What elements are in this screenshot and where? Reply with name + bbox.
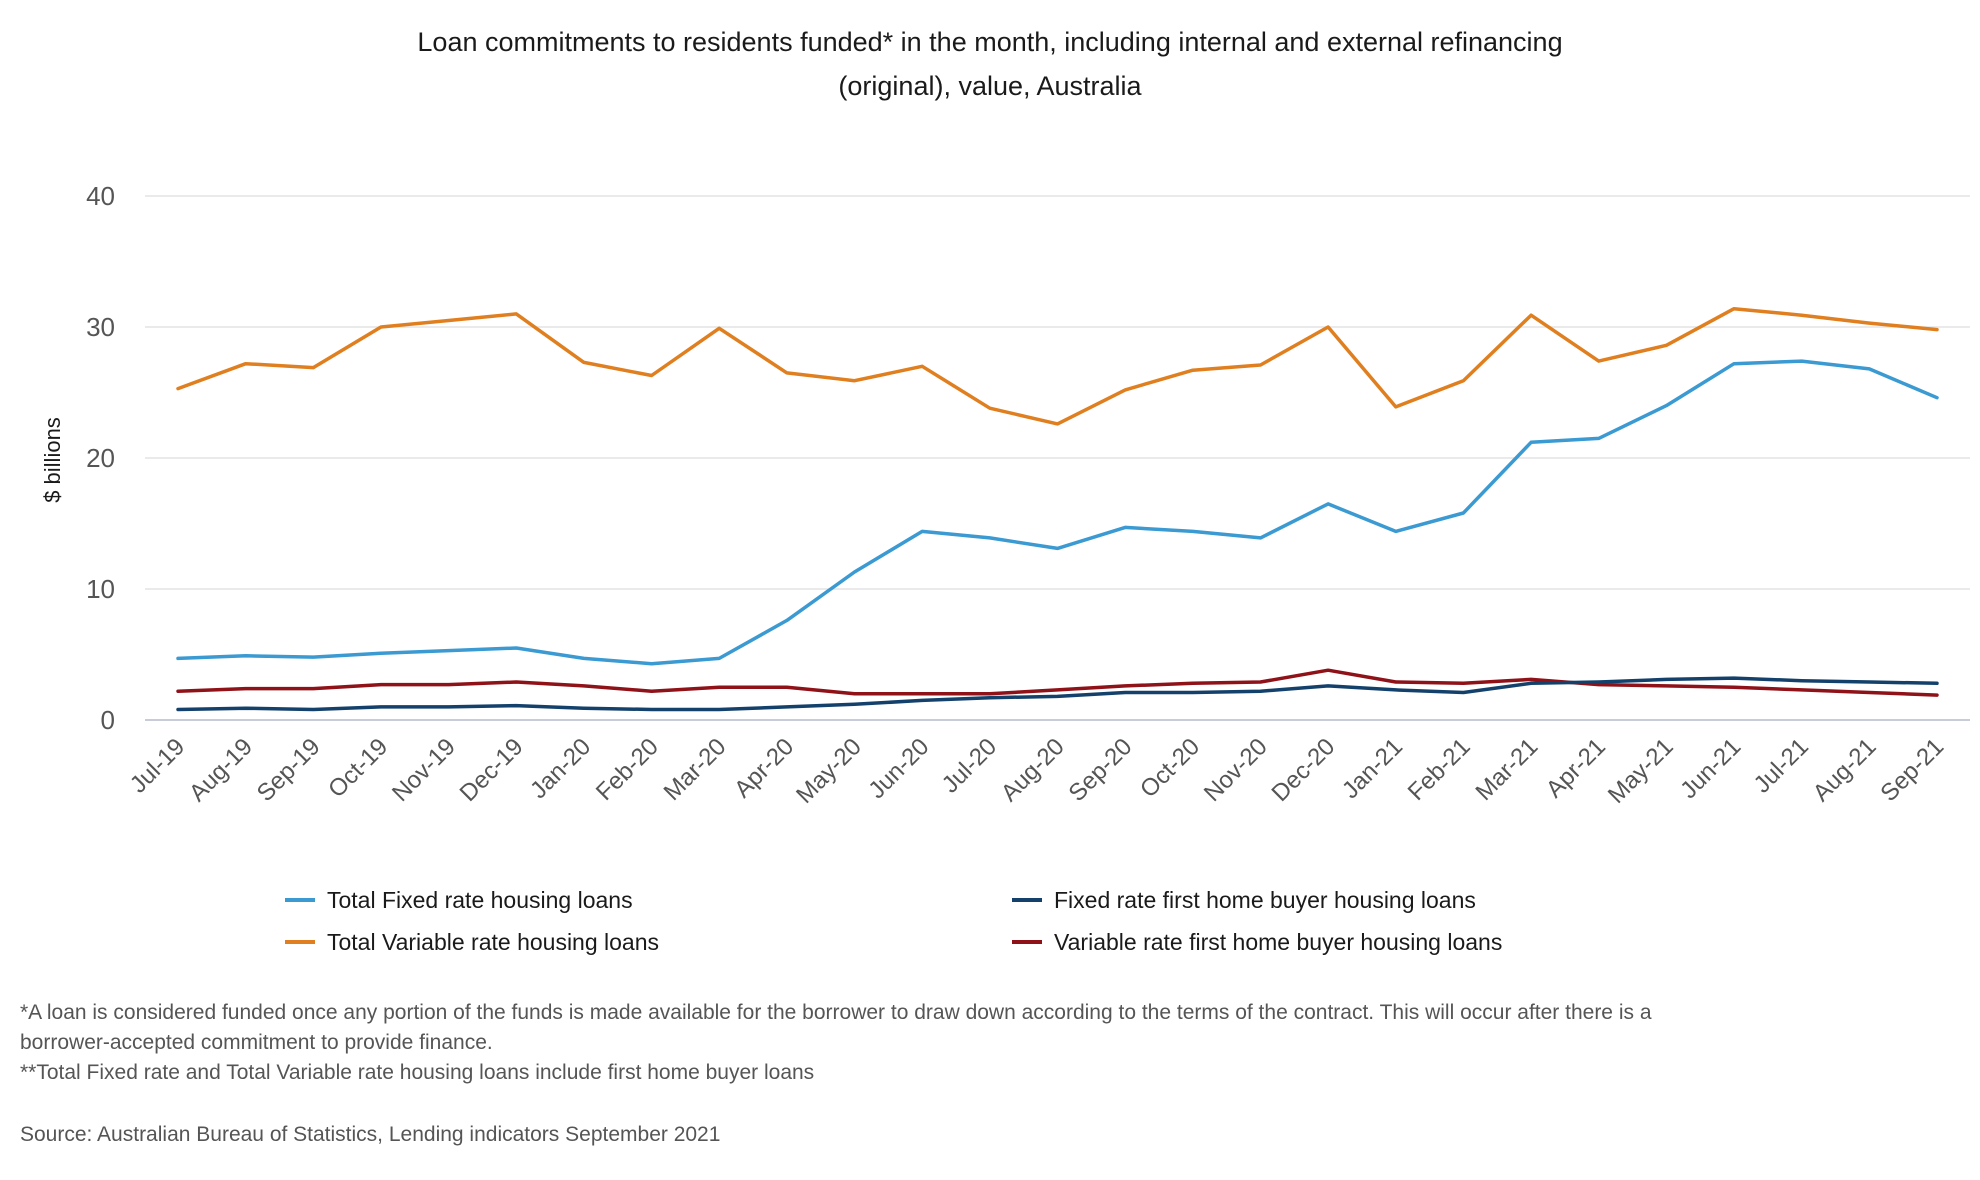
x-tick-label: Nov-20 (1199, 733, 1273, 807)
footnote-line-1: *A loan is considered funded once any po… (20, 1001, 1652, 1024)
x-tick-label: Jan-20 (525, 733, 596, 804)
source-note: Source: Australian Bureau of Statistics,… (20, 1123, 721, 1146)
legend-swatch-variable-fhb (1012, 940, 1042, 944)
legend-item-fixed-fhb[interactable]: Fixed rate first home buyer housing loan… (1012, 885, 1476, 915)
x-tick-label: Nov-19 (387, 733, 461, 807)
y-tick-label: 30 (86, 312, 115, 342)
y-tick-label: 0 (101, 705, 115, 735)
y-axis-label: $ billions (40, 417, 65, 503)
chart-title-line-2: (original), value, Australia (838, 71, 1142, 101)
x-tick-label: Oct-19 (323, 733, 393, 803)
legend-label-variable-fhb: Variable rate first home buyer housing l… (1054, 928, 1503, 955)
x-tick-label: Jun-21 (1675, 733, 1746, 804)
x-tick-label: Sep-19 (252, 733, 326, 807)
footnote-line-2: borrower-accepted commitment to provide … (20, 1031, 493, 1054)
legend-swatch-total-fixed (285, 898, 315, 902)
y-tick-label: 40 (86, 181, 115, 211)
legend-swatch-fixed-fhb (1012, 898, 1042, 902)
x-tick-label: Oct-20 (1135, 733, 1205, 803)
x-tick-label: Apr-21 (1541, 733, 1611, 803)
legend-item-variable-fhb[interactable]: Variable rate first home buyer housing l… (1012, 927, 1502, 957)
y-tick-label: 20 (86, 443, 115, 473)
legend-label-total-variable: Total Variable rate housing loans (327, 928, 660, 955)
x-tick-label: Aug-20 (996, 733, 1070, 807)
legend-label-fixed-fhb: Fixed rate first home buyer housing loan… (1054, 886, 1476, 913)
legend-item-total-variable[interactable]: Total Variable rate housing loans (285, 927, 659, 957)
x-axis-ticks: Jul-19Aug-19Sep-19Oct-19Nov-19Dec-19Jan-… (125, 733, 1949, 809)
x-tick-label: Dec-20 (1267, 733, 1341, 807)
footnote-line-3: **Total Fixed rate and Total Variable ra… (20, 1061, 815, 1084)
grid-lines (145, 195, 1970, 721)
x-tick-label: Sep-20 (1064, 733, 1138, 807)
x-tick-label: Jun-20 (863, 733, 934, 804)
x-tick-label: Jan-21 (1337, 733, 1408, 804)
chart-title-line-1: Loan commitments to residents funded* in… (417, 27, 1563, 57)
x-tick-label: Mar-21 (1470, 733, 1543, 806)
x-tick-label: Sep-21 (1875, 733, 1949, 807)
x-tick-label: May-21 (1603, 733, 1679, 809)
series-line-2[interactable] (176, 676, 1939, 712)
x-tick-label: Jul-19 (125, 733, 190, 798)
x-tick-label: Mar-20 (659, 733, 732, 806)
x-tick-label: Jul-21 (1749, 733, 1814, 798)
chart-title: Loan commitments to residents funded* in… (290, 20, 1690, 108)
x-tick-label: Aug-19 (184, 733, 258, 807)
series-lines (176, 306, 1939, 712)
x-tick-label: Feb-20 (591, 733, 664, 806)
y-tick-label: 10 (86, 574, 115, 604)
series-line-3[interactable] (176, 668, 1939, 697)
series-line-0[interactable] (176, 359, 1939, 666)
x-tick-label: Aug-21 (1808, 733, 1882, 807)
footnotes: *A loan is considered funded once any po… (20, 998, 1950, 1088)
legend-label-total-fixed: Total Fixed rate housing loans (327, 886, 633, 913)
x-tick-label: Dec-19 (455, 733, 529, 807)
x-tick-label: Apr-20 (729, 733, 799, 803)
legend-swatch-total-variable (285, 940, 315, 944)
x-tick-label: Jul-20 (937, 733, 1002, 798)
x-tick-label: May-20 (791, 733, 867, 809)
legend-item-total-fixed[interactable]: Total Fixed rate housing loans (285, 885, 633, 915)
y-axis-ticks: 0 10 20 30 40 (86, 181, 115, 735)
x-tick-label: Feb-21 (1403, 733, 1476, 806)
series-line-1[interactable] (176, 306, 1939, 426)
